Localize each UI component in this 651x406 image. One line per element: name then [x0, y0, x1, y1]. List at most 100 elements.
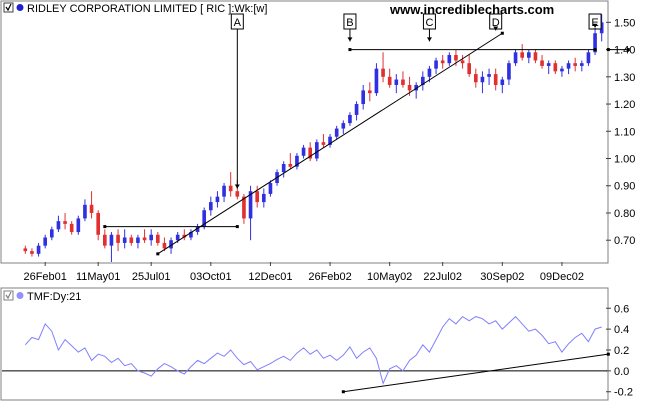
arrowhead-icon [347, 37, 353, 42]
candle-body [235, 191, 240, 197]
candle-body [314, 142, 319, 159]
annotation-label: A [234, 17, 242, 29]
candle-body [308, 147, 313, 159]
candle-body [281, 163, 286, 173]
candle-body [23, 248, 28, 252]
candle-body [341, 123, 346, 129]
candle-body [487, 74, 491, 77]
line-endpoint [606, 352, 610, 356]
y-tick-label: 1.50 [614, 17, 635, 29]
checkbox-tmf[interactable] [3, 290, 14, 301]
x-tick-label: 22Jul02 [423, 271, 462, 283]
candle-body [89, 204, 94, 213]
candle-body [546, 63, 551, 66]
candle-body [228, 185, 233, 192]
series-dot-icon [16, 292, 24, 299]
candle-body [122, 237, 127, 243]
tmf-y-tick-label: -0.2 [614, 387, 633, 399]
candle-body [155, 234, 160, 243]
x-tick-label: 12Dec01 [248, 271, 292, 283]
candle-body [367, 90, 372, 94]
line-endpoint [500, 31, 504, 35]
annotation-label: C [425, 17, 433, 29]
candle-body [520, 52, 525, 58]
candle-body [540, 60, 544, 66]
candle-body [533, 52, 538, 61]
candle-body [63, 221, 67, 224]
y-tick-label: 1.40 [614, 45, 635, 57]
candle-body [460, 60, 465, 64]
candle-body [102, 234, 107, 246]
candle-body [169, 240, 173, 249]
candle-body [175, 234, 180, 241]
arrowhead-icon [592, 23, 598, 28]
candle-body [493, 74, 498, 85]
y-tick-label: 0.70 [614, 235, 635, 247]
checkbox-price[interactable] [3, 2, 14, 13]
annotation-label: B [346, 17, 353, 29]
candle-body [202, 210, 207, 227]
candle-body [454, 55, 458, 61]
candle-body [242, 196, 246, 219]
y-tick-label: 1.10 [614, 126, 635, 138]
candle-body [76, 218, 81, 233]
x-tick-label: 26Feb02 [308, 271, 351, 283]
candle-body [69, 223, 74, 233]
candle-body [467, 63, 472, 75]
tmf-title: TMF:Dy:21 [27, 291, 81, 303]
candle-body [593, 33, 597, 53]
candle-body [500, 79, 505, 85]
candle-body [553, 63, 558, 72]
candle-body [434, 60, 438, 69]
check-icon [5, 291, 12, 300]
candle-body [56, 221, 61, 230]
arrowhead-icon [493, 26, 499, 31]
line-endpoint [235, 225, 239, 229]
candle-body [407, 84, 412, 91]
candle-body [195, 226, 200, 233]
x-tick-label: 11May01 [76, 271, 120, 283]
candle-body [321, 142, 326, 145]
candle-body [586, 52, 591, 64]
candle-body [261, 193, 266, 203]
candle-body [328, 136, 332, 145]
candle-body [182, 234, 187, 238]
candle-body [387, 76, 392, 85]
candle-body [599, 22, 604, 34]
candle-body [427, 68, 432, 77]
line-endpoint [606, 48, 610, 52]
watermark: www.incrediblecharts.com [389, 2, 554, 17]
candle-body [440, 60, 445, 64]
tmf-y-tick-label: 0.6 [614, 303, 629, 315]
y-tick-label: 1.20 [614, 99, 635, 111]
price-panel-frame [0, 0, 609, 264]
line-endpoint [626, 48, 630, 52]
candle-body [394, 79, 399, 85]
candle-body [301, 147, 306, 156]
candle-body [513, 52, 518, 64]
line-endpoint [593, 48, 597, 52]
candle-body [43, 237, 48, 246]
candle-body [189, 232, 193, 238]
candle-body [348, 114, 352, 124]
candle-body [129, 237, 134, 243]
tmf-series-line [24, 315, 602, 385]
trendline [157, 32, 503, 255]
tmf-trendline [343, 353, 609, 393]
candle-body [507, 63, 511, 80]
chart-title: RIDLEY CORPORATION LIMITED [ RIC ]:Wk:[w… [27, 3, 267, 15]
y-tick-label: 0.80 [614, 208, 635, 220]
tmf-y-tick-label: 0.0 [614, 366, 629, 378]
candle-body [420, 76, 425, 85]
x-tick-label: 25Jul01 [132, 271, 171, 283]
candle-body [248, 191, 253, 219]
tmf-y-tick-label: 0.2 [614, 345, 629, 357]
tmf-panel-frame [0, 287, 609, 401]
candle-body [480, 76, 485, 83]
line-endpoint [341, 390, 345, 394]
candle-body [573, 63, 578, 66]
x-tick-label: 30Sep02 [480, 271, 524, 283]
candle-body [116, 234, 120, 243]
